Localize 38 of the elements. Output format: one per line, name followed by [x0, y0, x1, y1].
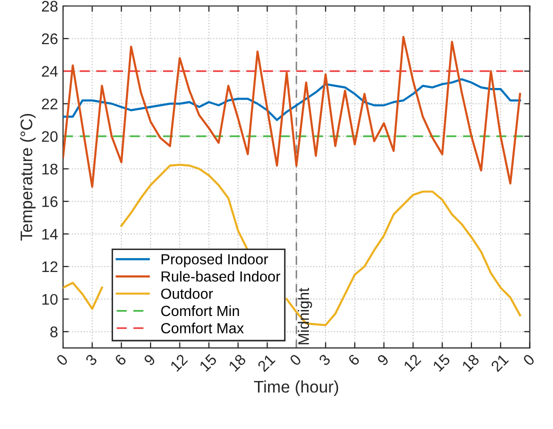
line-series: [63, 36, 522, 188]
x-tick-label: 21: [490, 354, 509, 372]
x-tick-label: 15: [432, 354, 451, 372]
y-tick-label: 16: [42, 196, 58, 208]
x-axis-title: Time (hour): [254, 380, 338, 396]
y-tick-label: 28: [42, 0, 58, 12]
y-tick-label: 18: [42, 164, 58, 175]
y-tick-label: 26: [42, 33, 58, 44]
legend-label: Proposed Indoor: [162, 254, 268, 268]
y-tick-label: 8: [50, 326, 58, 338]
y-tick-label: 24: [42, 66, 58, 77]
x-tick-label: 0: [522, 353, 536, 366]
y-tick-label: 10: [42, 294, 58, 305]
x-tick-label: 3: [318, 354, 332, 366]
legend-label: Rule-based Indoor: [162, 270, 280, 282]
line-series: [63, 78, 522, 122]
y-tick-label: 20: [42, 131, 58, 142]
x-tick-label: 12: [403, 354, 422, 372]
x-tick-label: 0: [56, 353, 69, 366]
y-tick-label: 12: [42, 261, 58, 272]
x-tick-label: 9: [376, 354, 390, 366]
x-tick-label: 6: [348, 354, 360, 366]
x-tick-label: 18: [462, 354, 480, 372]
x-tick-label: 0: [289, 353, 302, 366]
legend-label: Comfort Max: [161, 322, 244, 334]
legend-label: Outdoor: [161, 288, 213, 299]
x-tick-label: 3: [84, 354, 98, 366]
y-tick-label: 14: [42, 228, 58, 240]
x-tick-label: 21: [257, 354, 276, 372]
x-tick-label: 12: [170, 354, 188, 372]
x-tick-label: 6: [114, 354, 127, 366]
x-tick-label: 18: [228, 354, 247, 372]
x-tick-label: 15: [199, 354, 218, 372]
legend-label: Comfort Min: [161, 305, 239, 316]
ref-line-label: Midnight: [298, 288, 312, 344]
y-axis-title: Temperature (°C): [20, 114, 36, 241]
y-tick-label: 22: [42, 98, 58, 110]
x-tick-label: 9: [143, 354, 156, 366]
